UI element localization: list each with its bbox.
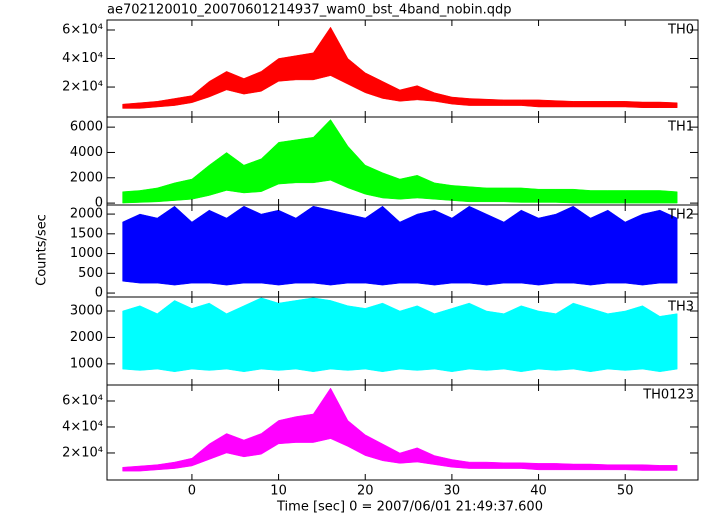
y-tick-label: 3000 (70, 304, 103, 319)
x-tick-label: 0 (188, 484, 196, 499)
y-tick-label: 0 (95, 196, 103, 211)
chart-title: ae702120010_20070601214937_wam0_bst_4ban… (107, 3, 512, 18)
y-tick-label: 4×10⁴ (62, 419, 103, 434)
y-tick-label: 6000 (70, 120, 103, 135)
y-tick-label: 2×10⁴ (62, 80, 103, 95)
y-tick-label: 2000 (70, 170, 103, 185)
x-axis-label: Time [sec] 0 = 2007/06/01 21:49:37.600 (276, 500, 543, 515)
y-tick-label: 1000 (70, 246, 103, 261)
y-tick-label: 2×10⁴ (62, 445, 103, 460)
x-tick-label: 20 (357, 484, 374, 499)
y-tick-label: 4×10⁴ (62, 51, 103, 66)
panel-label: TH2 (667, 208, 694, 223)
y-tick-label: 2000 (70, 330, 103, 345)
y-tick-label: 0 (95, 286, 103, 301)
y-tick-label: 6×10⁴ (62, 393, 103, 408)
y-tick-label: 2000 (70, 207, 103, 222)
band (122, 297, 678, 373)
y-tick-label: 6×10⁴ (62, 22, 103, 37)
x-tick-label: 30 (444, 484, 461, 499)
y-tick-label: 1500 (70, 226, 103, 241)
panel-label: TH0123 (642, 388, 694, 403)
panel-label: TH3 (667, 300, 694, 315)
y-tick-label: 500 (78, 266, 103, 281)
x-tick-label: 40 (530, 484, 547, 499)
band (122, 119, 678, 204)
band (122, 205, 678, 286)
x-tick-label: 10 (270, 484, 287, 499)
band (122, 26, 678, 109)
panel-frame (106, 384, 699, 481)
band (122, 387, 678, 472)
y-axis-label: Counts/sec (35, 214, 50, 286)
panel-label: TH1 (667, 120, 694, 135)
y-tick-label: 4000 (70, 145, 103, 160)
panel-label: TH0 (667, 23, 694, 38)
y-tick-label: 1000 (70, 356, 103, 371)
x-tick-label: 50 (617, 484, 634, 499)
